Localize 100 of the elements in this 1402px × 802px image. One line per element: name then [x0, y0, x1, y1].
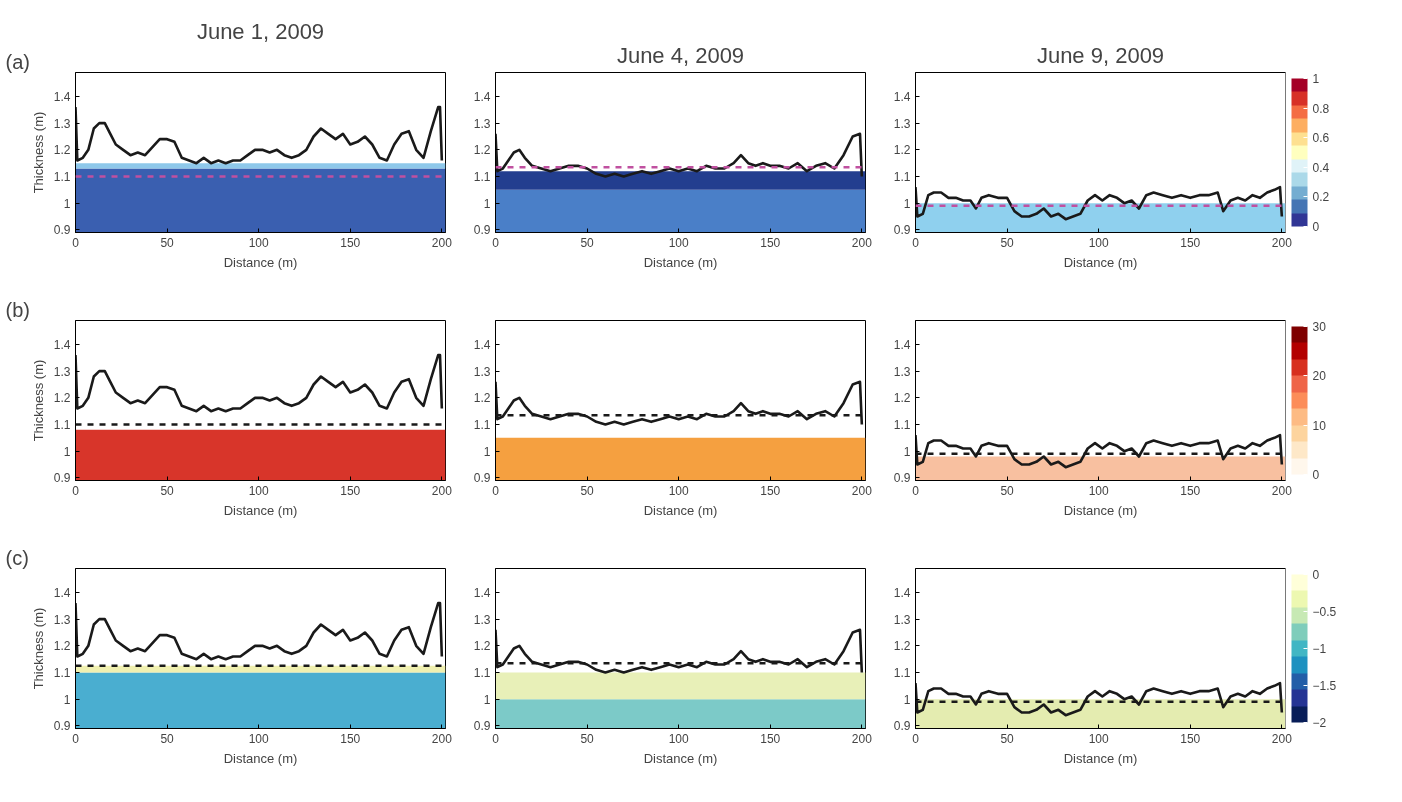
- x-tick-label: 50: [160, 731, 175, 746]
- x-tick-label: 200: [1271, 483, 1293, 498]
- color-bar-label: 20: [1312, 369, 1327, 384]
- text: (c): [5, 546, 29, 569]
- color-bar-label: 0.6: [1312, 131, 1330, 146]
- y-axis-title: Thickness (m): [30, 111, 46, 194]
- y-tick-label: 1.1: [53, 666, 71, 680]
- y-tick-label: 1: [483, 196, 491, 211]
- x-tick-label: 150: [760, 235, 781, 250]
- x-tick-label: 0: [72, 483, 80, 498]
- color-bar-label: 0.2: [1312, 190, 1330, 205]
- x-tick-label: 0: [912, 235, 920, 250]
- x-tick-label: 150: [340, 731, 361, 746]
- y-axis-title: Thickness (m): [30, 607, 46, 690]
- y-tick-label: 1.2: [53, 391, 71, 406]
- y-tick-label: 1: [483, 692, 491, 707]
- x-tick-label: 100: [668, 235, 690, 250]
- y-tick-label: 1.3: [473, 364, 491, 379]
- y-tick-label: 1.2: [53, 143, 71, 158]
- y-tick-label: 1.2: [473, 391, 491, 406]
- y-tick-label: 1: [63, 196, 71, 211]
- x-tick-label: 200: [431, 483, 453, 498]
- x-tick-label: 100: [248, 731, 270, 746]
- y-tick-label: 1.4: [53, 90, 71, 104]
- x-tick-label: 0: [72, 235, 80, 250]
- y-tick-label: 0.9: [893, 471, 911, 486]
- color-bar-label: 0: [1312, 568, 1320, 582]
- x-tick-label: 0: [912, 483, 920, 498]
- x-axis-title: Distance (m): [223, 750, 298, 766]
- y-tick-label: 1.1: [473, 170, 491, 184]
- x-tick-label: 50: [580, 483, 595, 498]
- y-tick-label: 1.4: [473, 90, 491, 104]
- chart-title: June 4, 2009: [616, 42, 745, 68]
- x-axis-title: Distance (m): [1063, 502, 1138, 518]
- y-tick-label: 1.4: [893, 90, 911, 104]
- color-bar-label: 0: [1312, 220, 1320, 234]
- y-tick-label: 1.1: [893, 170, 911, 184]
- y-tick-label: 0.9: [53, 223, 71, 238]
- x-tick-label: 50: [580, 235, 595, 250]
- y-tick-label: 1.1: [893, 666, 911, 680]
- y-tick-label: 1.2: [473, 143, 491, 158]
- chart-title: June 1, 2009: [196, 18, 325, 44]
- x-tick-label: 150: [760, 731, 781, 746]
- x-tick-label: 100: [248, 235, 270, 250]
- x-tick-label: 200: [851, 483, 873, 498]
- y-tick-label: 1.2: [53, 639, 71, 654]
- y-tick-label: 1.1: [473, 418, 491, 432]
- y-tick-label: 1: [903, 196, 911, 211]
- color-bar-label: −2: [1312, 716, 1327, 730]
- x-tick-label: 150: [1180, 731, 1201, 746]
- x-tick-label: 150: [340, 235, 361, 250]
- x-axis-title: Distance (m): [643, 750, 718, 766]
- color-bar-label: −1: [1312, 642, 1327, 656]
- text: (b): [5, 298, 30, 321]
- y-tick-label: 0.9: [53, 471, 71, 486]
- y-tick-label: 1: [903, 692, 911, 707]
- x-tick-label: 0: [912, 731, 920, 746]
- x-tick-label: 150: [340, 483, 361, 498]
- x-tick-label: 100: [248, 483, 270, 498]
- y-tick-label: 1.4: [53, 338, 71, 352]
- y-tick-label: 1.4: [53, 586, 71, 600]
- y-tick-label: 1: [903, 444, 911, 459]
- x-tick-label: 200: [1271, 731, 1293, 746]
- x-tick-label: 50: [160, 483, 175, 498]
- y-tick-label: 1.2: [893, 143, 911, 158]
- y-tick-label: 1: [63, 692, 71, 707]
- x-tick-label: 50: [1000, 235, 1015, 250]
- color-bar-label: 0: [1312, 468, 1320, 482]
- y-tick-label: 0.9: [893, 719, 911, 734]
- y-tick-label: 1.2: [473, 639, 491, 654]
- y-tick-label: 1.1: [53, 418, 71, 432]
- x-axis-title: Distance (m): [223, 502, 298, 518]
- x-axis-title: Distance (m): [1063, 254, 1138, 270]
- color-bar-label: −1.5: [1312, 679, 1337, 693]
- x-tick-label: 200: [1271, 235, 1293, 250]
- y-tick-label: 1.3: [473, 116, 491, 131]
- y-tick-label: 1: [63, 444, 71, 459]
- y-axis-title: Thickness (m): [30, 359, 46, 442]
- y-tick-label: 1.4: [893, 338, 911, 352]
- y-tick-label: 1.3: [473, 612, 491, 627]
- x-tick-label: 200: [431, 731, 453, 746]
- y-tick-label: 0.9: [893, 223, 911, 238]
- y-tick-label: 0.9: [473, 471, 491, 486]
- y-tick-label: 1: [483, 444, 491, 459]
- x-tick-label: 200: [851, 235, 873, 250]
- x-tick-label: 50: [580, 731, 595, 746]
- y-tick-label: 0.9: [53, 719, 71, 734]
- x-tick-label: 150: [1180, 235, 1201, 250]
- y-tick-label: 1.1: [473, 666, 491, 680]
- x-axis-title: Distance (m): [1063, 750, 1138, 766]
- y-tick-label: 1.4: [893, 586, 911, 600]
- y-tick-label: 1.2: [893, 391, 911, 406]
- y-tick-label: 1.2: [893, 639, 911, 654]
- y-tick-label: 1.4: [473, 338, 491, 352]
- y-tick-label: 1.1: [893, 418, 911, 432]
- y-tick-label: 1.3: [53, 612, 71, 627]
- color-bar-label: 0.8: [1312, 101, 1330, 116]
- y-tick-label: 1.4: [473, 586, 491, 600]
- y-tick-label: 0.9: [473, 719, 491, 734]
- x-tick-label: 150: [1180, 483, 1201, 498]
